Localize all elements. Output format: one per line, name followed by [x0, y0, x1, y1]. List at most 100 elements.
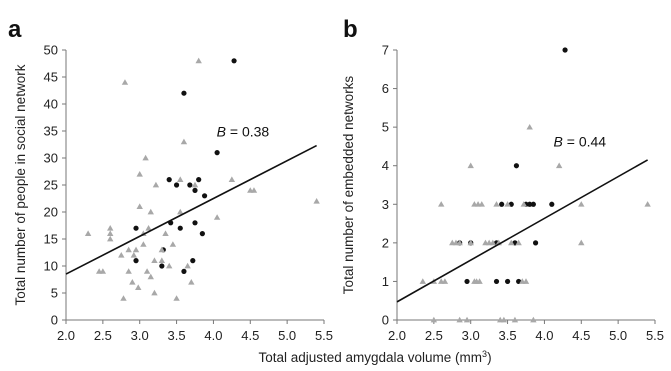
- data-point-circle: [187, 182, 193, 188]
- data-point-triangle: [147, 208, 154, 215]
- data-point-triangle: [142, 154, 149, 161]
- data-point-circle: [192, 220, 198, 226]
- data-point-triangle: [441, 278, 449, 284]
- data-point-triangle: [467, 239, 474, 246]
- data-point-circle: [201, 193, 208, 199]
- data-point-triangle: [162, 230, 169, 236]
- data-point-triangle: [456, 239, 463, 246]
- data-point-circle: [493, 278, 500, 285]
- x-tick-label: 2.0: [388, 328, 406, 343]
- data-point-triangle: [500, 316, 508, 323]
- data-point-circle: [532, 240, 539, 246]
- y-axis-title: Total number of embedded networks: [341, 76, 356, 295]
- data-point-triangle: [644, 201, 651, 207]
- data-point-triangle: [118, 252, 125, 258]
- data-point-triangle: [191, 181, 199, 188]
- y-tick-label: 25: [44, 178, 58, 193]
- y-tick-label: 4: [382, 158, 389, 173]
- data-point-triangle: [158, 246, 166, 253]
- data-point-triangle: [430, 316, 438, 323]
- data-point-triangle: [456, 316, 463, 323]
- data-point-triangle: [313, 198, 320, 204]
- data-point-circle: [214, 150, 220, 156]
- data-point-circle: [159, 263, 165, 269]
- regression-line: [396, 159, 649, 303]
- data-point-triangle: [526, 123, 533, 130]
- x-tick-label: 2.5: [425, 328, 443, 343]
- data-point-triangle: [107, 225, 114, 231]
- data-point-triangle: [228, 176, 236, 182]
- data-point-circle: [166, 177, 172, 183]
- data-point-triangle: [121, 79, 129, 85]
- data-point-circle: [549, 201, 555, 207]
- x-tick-label: 4.0: [535, 328, 553, 343]
- x-tick-label: 4.5: [572, 328, 590, 343]
- data-point-triangle: [522, 278, 530, 284]
- shared-x-axis-label: Total adjusted amygdala volume (mm3): [258, 349, 491, 365]
- data-point-triangle: [125, 246, 132, 253]
- data-point-triangle: [173, 295, 180, 301]
- data-point-triangle: [130, 252, 138, 258]
- data-point-triangle: [136, 171, 143, 177]
- data-point-triangle: [158, 257, 166, 263]
- data-point-triangle: [140, 241, 147, 247]
- y-tick-label: 7: [382, 43, 389, 58]
- data-point-circle: [181, 90, 187, 96]
- data-point-circle: [190, 258, 196, 264]
- y-tick-label: 10: [44, 259, 58, 274]
- data-point-triangle: [180, 138, 188, 145]
- y-tick-label: 5: [51, 286, 58, 301]
- x-tick-label: 2.0: [57, 328, 75, 343]
- y-tick-label: 15: [44, 232, 58, 247]
- data-point-triangle: [129, 279, 136, 285]
- data-point-triangle: [188, 279, 195, 285]
- y-tick-label: 20: [44, 205, 58, 220]
- data-point-triangle: [511, 316, 519, 323]
- regression-line: [65, 144, 317, 275]
- y-tick-label: 0: [51, 313, 58, 328]
- data-point-triangle: [508, 239, 515, 246]
- data-point-circle: [196, 177, 202, 183]
- data-point-triangle: [151, 257, 158, 263]
- data-point-triangle: [438, 201, 445, 207]
- x-tick-label: 3.5: [499, 328, 517, 343]
- x-tick-label: 5.5: [315, 328, 333, 343]
- data-point-triangle: [195, 57, 202, 64]
- data-point-triangle: [166, 262, 173, 269]
- data-point-triangle: [151, 289, 158, 296]
- data-point-triangle: [136, 203, 143, 209]
- data-point-triangle: [107, 230, 114, 236]
- data-point-circle: [513, 163, 520, 169]
- y-tick-label: 0: [382, 313, 389, 328]
- y-tick-label: 45: [44, 70, 58, 85]
- regression-coefficient-label: B = 0.38: [217, 123, 270, 139]
- data-point-circle: [181, 268, 187, 274]
- y-tick-label: 30: [44, 151, 58, 166]
- data-point-circle: [192, 187, 198, 193]
- data-point-triangle: [578, 201, 585, 207]
- data-point-triangle: [463, 316, 471, 323]
- y-tick-label: 6: [382, 81, 389, 96]
- data-point-triangle: [143, 268, 151, 274]
- data-point-triangle: [125, 268, 132, 274]
- x-tick-label: 4.5: [241, 328, 259, 343]
- data-point-circle: [133, 258, 139, 264]
- regression-coefficient-label: B = 0.44: [554, 133, 607, 149]
- data-point-triangle: [145, 225, 152, 231]
- data-point-circle: [173, 182, 180, 188]
- data-point-triangle: [84, 230, 92, 236]
- y-tick-label: 1: [382, 274, 389, 289]
- data-point-triangle: [120, 295, 127, 301]
- data-point-triangle: [177, 176, 184, 182]
- data-point-triangle: [478, 201, 485, 207]
- data-point-circle: [499, 201, 505, 207]
- data-point-circle: [530, 201, 536, 207]
- data-point-circle: [562, 47, 568, 53]
- data-point-triangle: [515, 239, 522, 246]
- y-tick-label: 50: [44, 43, 58, 58]
- data-point-triangle: [99, 268, 107, 274]
- data-point-triangle: [493, 201, 500, 207]
- data-point-triangle: [213, 214, 221, 220]
- x-tick-label: 3.0: [131, 328, 149, 343]
